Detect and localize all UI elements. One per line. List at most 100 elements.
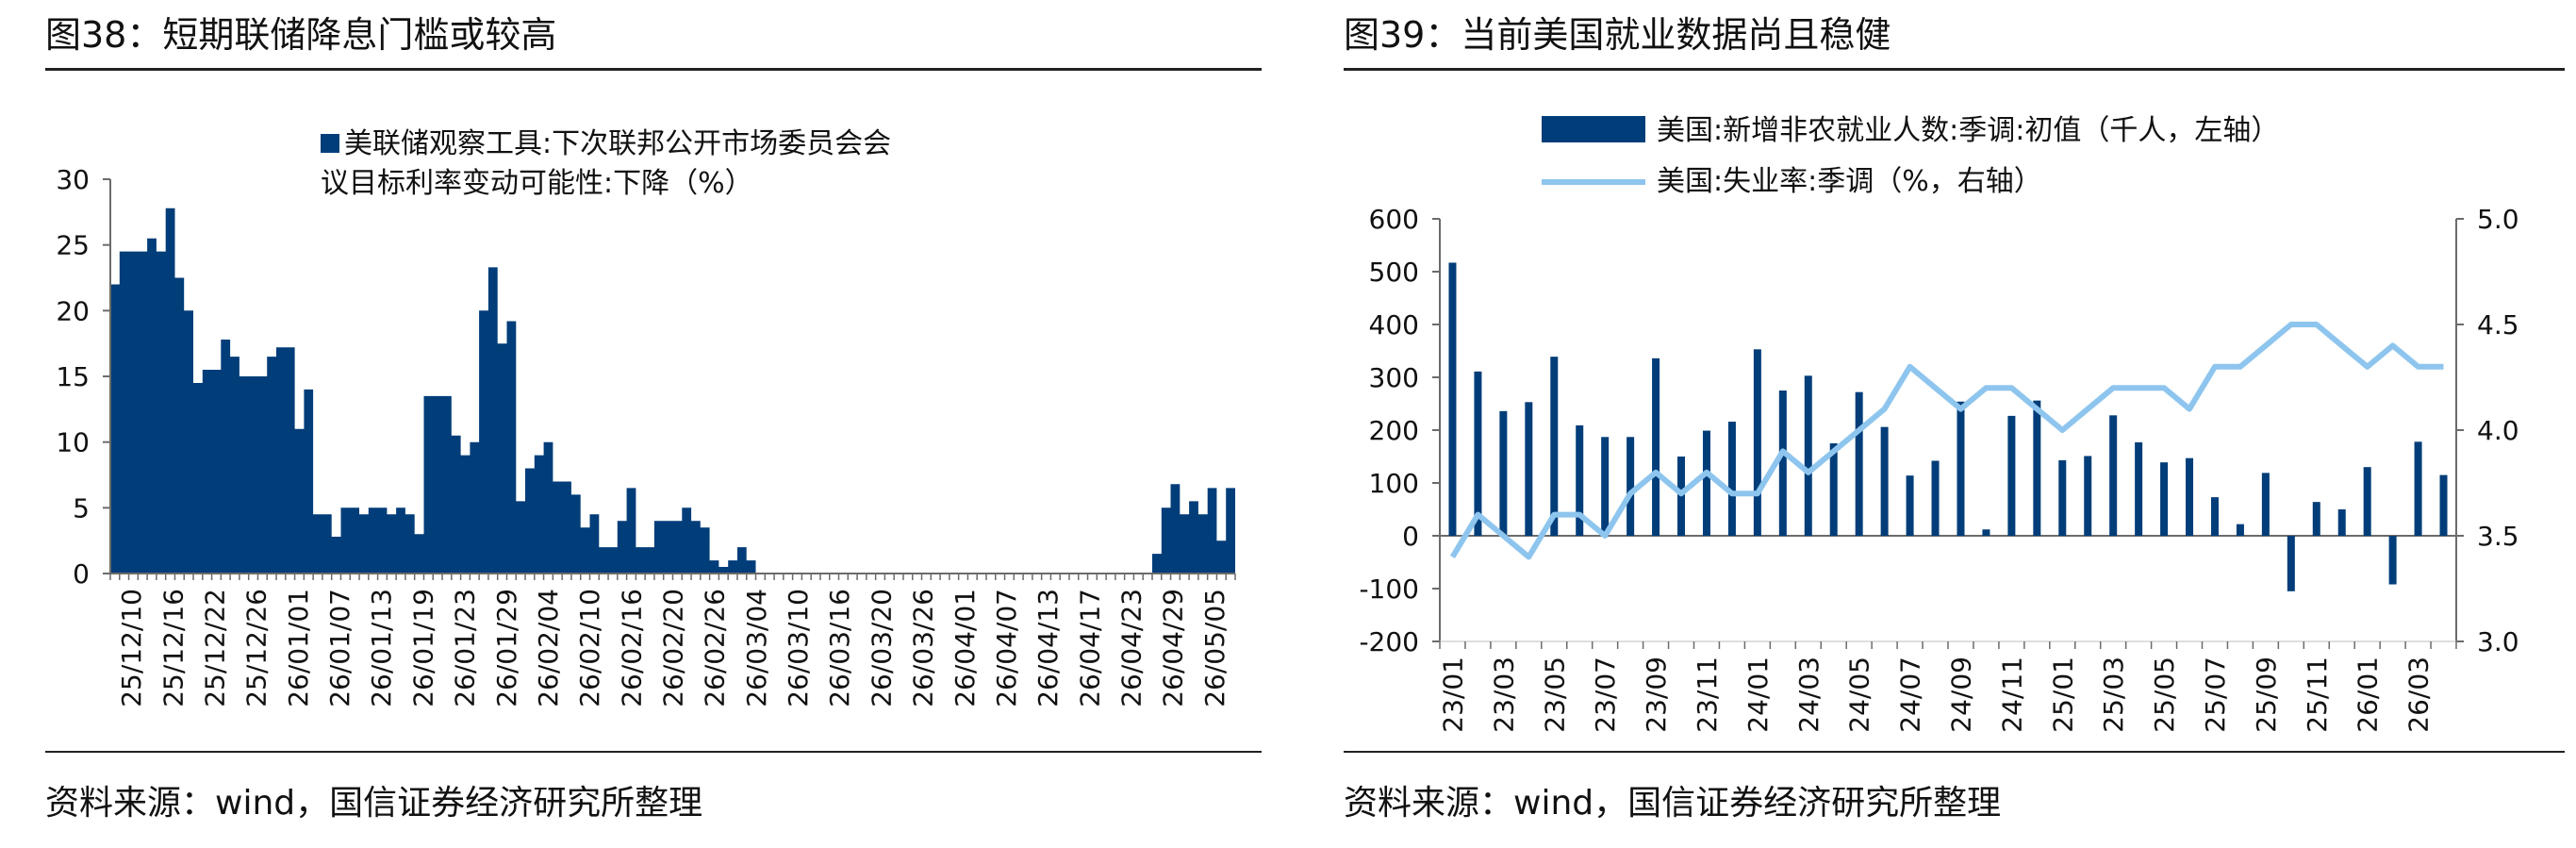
payroll-bar: [1525, 402, 1533, 536]
x-tick-label: 26/04/29: [1158, 589, 1189, 707]
left-y-tick-label: -100: [1359, 574, 1419, 605]
payroll-bar: [2058, 459, 2067, 536]
y-tick-label: 5: [73, 492, 90, 524]
payroll-bar: [2236, 524, 2244, 536]
left-y-tick-label: 100: [1369, 468, 1419, 499]
chart-panel-us-jobs: 图39：当前美国就业数据尚且稳健 美国:新增非农就业人数:季调:初值（千人，左轴…: [1344, 0, 2576, 848]
payroll-bar: [2414, 441, 2422, 536]
x-tick-label: 26/01/29: [491, 589, 522, 707]
x-tick-label: 24/01: [1742, 657, 1774, 733]
left-y-tick-label: 200: [1369, 415, 1419, 446]
payroll-bar: [1778, 391, 1787, 536]
payroll-bar: [1448, 262, 1457, 536]
x-tick-label: 26/02/16: [616, 589, 647, 707]
x-tick-label: 26/04/23: [1116, 589, 1148, 707]
x-tick-label: 24/03: [1793, 657, 1825, 733]
x-tick-label: 24/05: [1844, 657, 1875, 733]
payroll-bar: [1982, 529, 1990, 536]
x-tick-label: 26/02/04: [533, 589, 564, 707]
x-tick-label: 26/01/23: [450, 589, 481, 707]
legend-label: 议目标利率变动可能性:下降（%）: [321, 167, 753, 200]
payroll-bar: [1550, 357, 1559, 536]
chart-panel-fed-watch: 图38：短期联储降息门槛或较高 美联储观察工具:下次联邦公开市场委员会会议目标利…: [0, 0, 1263, 848]
payroll-bar: [2160, 462, 2169, 536]
payroll-bar: [2033, 400, 2041, 536]
left-y-tick-label: 600: [1369, 204, 1419, 235]
x-tick-label: 25/01: [2047, 657, 2078, 733]
area-series: [110, 208, 1235, 574]
payroll-bar: [2210, 497, 2219, 536]
y-tick-label: 25: [56, 230, 90, 261]
x-tick-label: 26/05/05: [1199, 589, 1230, 707]
y-tick-label: 0: [73, 558, 90, 590]
payroll-bar: [2312, 502, 2320, 536]
left-y-tick-label: 500: [1369, 257, 1419, 288]
x-tick-label: 24/07: [1895, 657, 1926, 733]
legend-label: 美国:失业率:季调（%，右轴）: [1657, 165, 2042, 198]
x-tick-label: 25/09: [2251, 657, 2282, 733]
payroll-bar: [2287, 536, 2295, 591]
x-tick-label: 23/05: [1539, 657, 1570, 733]
x-tick-label: 26/03/10: [783, 589, 814, 707]
y-tick-label: 15: [56, 361, 90, 392]
x-tick-label: 23/07: [1590, 657, 1621, 733]
payroll-bar: [1702, 430, 1710, 536]
payroll-bar: [1804, 375, 1812, 536]
legend-swatch-bar: [1542, 116, 1645, 142]
x-tick-label: 26/02/20: [658, 589, 689, 707]
x-tick-label: 23/01: [1437, 657, 1468, 733]
chart-title: 图39：当前美国就业数据尚且稳健: [1344, 14, 1891, 56]
x-tick-label: 23/03: [1488, 657, 1519, 733]
payroll-bar: [2084, 456, 2092, 536]
x-tick-label: 26/04/01: [949, 589, 981, 707]
payroll-bar: [2007, 415, 2016, 536]
payroll-bar: [1829, 443, 1838, 536]
x-tick-label: 26/01/19: [407, 589, 438, 707]
payroll-bar: [2439, 474, 2448, 536]
x-tick-label: 25/12/26: [241, 589, 272, 707]
payroll-bar: [1474, 371, 1482, 536]
chart-title: 图38：短期联储降息门槛或较高: [45, 14, 557, 56]
x-tick-label: 26/04/17: [1074, 589, 1105, 707]
source-rule: [1344, 751, 2565, 753]
x-tick-label: 26/02/10: [574, 589, 605, 707]
payroll-bar: [1906, 475, 1914, 536]
payroll-bar: [2135, 441, 2143, 536]
source-note: 资料来源：wind，国信证券经济研究所整理: [45, 784, 703, 823]
payroll-bar: [1627, 437, 1635, 536]
right-y-tick-label: 3.0: [2477, 626, 2519, 657]
y-tick-label: 20: [56, 295, 90, 326]
payroll-bar: [2261, 473, 2270, 536]
payroll-bar: [1957, 401, 1965, 536]
x-tick-label: 24/11: [1996, 657, 2027, 733]
x-tick-label: 26/03/04: [741, 589, 772, 707]
unemployment-line: [1449, 322, 2444, 560]
x-tick-label: 26/03: [2403, 657, 2435, 733]
x-tick-label: 25/05: [2149, 657, 2180, 733]
x-tick-label: 25/12/10: [116, 589, 147, 707]
payroll-bar: [1931, 460, 1940, 536]
payroll-bar: [2388, 536, 2397, 585]
y-tick-label: 10: [56, 427, 90, 458]
legend-label: 美联储观察工具:下次联邦公开市场委员会会: [344, 127, 891, 160]
legend-swatch: [321, 134, 339, 153]
x-tick-label: 25/12/22: [199, 589, 230, 707]
left-y-tick-label: 400: [1369, 309, 1419, 341]
payroll-bar: [2109, 415, 2118, 536]
x-tick-label: 23/11: [1692, 657, 1723, 733]
x-tick-label: 26/01/07: [324, 589, 355, 707]
legend-label: 美国:新增非农就业人数:季调:初值（千人，左轴）: [1657, 114, 2279, 147]
right-y-tick-label: 4.5: [2477, 309, 2519, 341]
payroll-bar: [2363, 467, 2371, 536]
title-rule: [45, 68, 1262, 71]
payroll-bar: [1880, 426, 1889, 536]
right-y-tick-label: 4.0: [2477, 415, 2519, 446]
right-y-tick-label: 5.0: [2477, 204, 2519, 235]
y-tick-label: 30: [56, 164, 90, 195]
x-tick-label: 26/01/13: [366, 589, 397, 707]
payroll-bar: [1727, 422, 1736, 536]
x-tick-label: 26/04/13: [1032, 589, 1064, 707]
source-rule: [45, 751, 1262, 753]
bar-line-chart: 美国:新增非农就业人数:季调:初值（千人，左轴） 美国:失业率:季调（%，右轴） -…: [1359, 114, 2519, 733]
